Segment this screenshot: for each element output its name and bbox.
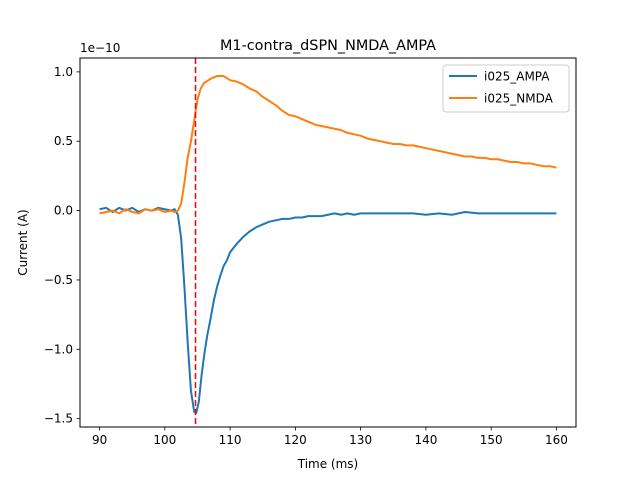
y-tick-label: −1.0 bbox=[44, 342, 73, 356]
y-axis-offset-label: 1e−10 bbox=[80, 41, 120, 55]
x-tick-label: 100 bbox=[153, 433, 176, 447]
x-axis-label: Time (ms) bbox=[297, 457, 359, 471]
legend-label-ampa: i025_AMPA bbox=[484, 70, 550, 84]
chart-title: M1-contra_dSPN_NMDA_AMPA bbox=[220, 38, 436, 54]
axes-frame bbox=[79, 57, 577, 428]
y-axis-label: Current (A) bbox=[16, 209, 30, 275]
x-tick-label: 110 bbox=[219, 433, 242, 447]
y-tick-label: 0.0 bbox=[54, 204, 73, 218]
x-tick-label: 120 bbox=[284, 433, 307, 447]
series-line-i025-nmda bbox=[99, 75, 557, 215]
y-tick-label: 0.5 bbox=[54, 134, 73, 148]
plot-layer bbox=[99, 58, 557, 427]
x-tick-label: 140 bbox=[414, 433, 437, 447]
legend: i025_AMPA i025_NMDA bbox=[442, 64, 570, 113]
x-tick-label: 130 bbox=[349, 433, 372, 447]
x-tick-label: 90 bbox=[92, 433, 107, 447]
legend-label-nmda: i025_NMDA bbox=[484, 92, 554, 106]
x-tick-label: 150 bbox=[480, 433, 503, 447]
x-axis-ticks: 90 100 110 120 130 140 150 160 bbox=[92, 427, 568, 447]
x-tick-label: 160 bbox=[545, 433, 568, 447]
y-tick-label: 1.0 bbox=[54, 65, 73, 79]
y-tick-label: −0.5 bbox=[44, 273, 73, 287]
y-tick-label: −1.5 bbox=[44, 412, 73, 426]
y-axis-ticks: −1.5 −1.0 −0.5 0.0 0.5 1.0 bbox=[44, 65, 80, 426]
